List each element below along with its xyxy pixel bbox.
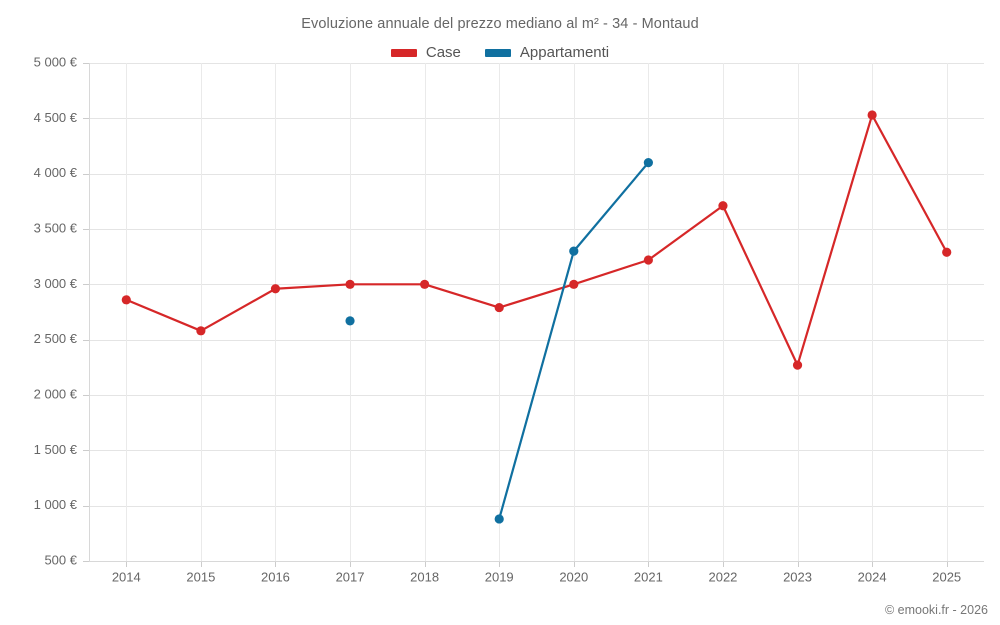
data-point-appartamenti-2021[interactable]: 2021 — Appartamenti: 4100 € [643, 158, 653, 168]
y-axis-tick-label: 4 000 € [34, 165, 78, 180]
y-axis-tick-label: 1 000 € [34, 497, 78, 512]
x-axis-tick-label: 2017 [336, 570, 365, 585]
x-axis-tick-label: 2019 [485, 570, 514, 585]
legend-item-appartamenti[interactable]: Appartamenti [484, 44, 610, 61]
data-point-case-2016[interactable]: 2016 — Case: 2960 € [270, 284, 281, 294]
data-point-case-2023[interactable]: 2023 — Case: 2270 € [792, 360, 803, 370]
legend-swatch-case [390, 48, 417, 57]
data-point-case-2024[interactable]: 2024 — Case: 4530 € [867, 110, 877, 120]
y-axis-tick-label: 3 000 € [34, 276, 78, 291]
x-axis-tick-label: 2020 [559, 570, 588, 585]
y-axis-tick-label: 1 500 € [34, 442, 78, 457]
legend-label-appartamenti: Appartamenti [519, 44, 610, 61]
data-point-case-2025[interactable]: 2025 — Case: 3290 € [942, 247, 952, 257]
data-point-appartamenti-2019[interactable]: 2019 — Appartamenti: 880 € [494, 514, 504, 524]
copyright-credit: © emooki.fr - 2026 [884, 603, 988, 617]
y-axis-tick-label: 500 € [44, 552, 77, 567]
x-axis-tick-label: 2018 [410, 570, 439, 585]
y-axis-tick-label: 3 500 € [34, 220, 78, 235]
chart-legend: Case Appartamenti [0, 44, 1000, 61]
x-axis-tick-label: 2014 [112, 570, 141, 585]
x-axis-tick-label: 2023 [783, 570, 812, 585]
data-point-case-2014[interactable]: 2014 — Case: 2860 € [121, 295, 131, 305]
y-axis-tick-label: 2 000 € [34, 386, 78, 401]
y-axis-tick-label: 5 000 € [34, 54, 78, 69]
series-line-case [125, 113, 948, 367]
x-axis-tick-label: 2022 [708, 570, 737, 585]
x-axis-tick-label: 2025 [932, 570, 961, 585]
legend-label-case: Case [425, 44, 461, 61]
data-point-appartamenti-2020[interactable]: 2020 — Appartamenti: 3300 € [569, 246, 579, 256]
data-point-appartamenti-2017[interactable]: 2017 — Appartamenti: 2670 € [345, 316, 355, 326]
x-axis-tick-label: 2016 [261, 570, 290, 585]
legend-item-case[interactable]: Case [390, 44, 461, 61]
y-axis-tick-label: 2 500 € [34, 331, 78, 346]
data-point-case-2015[interactable]: 2015 — Case: 2580 € [196, 326, 206, 336]
chart-title: Evoluzione annuale del prezzo mediano al… [301, 16, 699, 32]
data-point-case-2021[interactable]: 2021 — Case: 3220 € [643, 255, 653, 265]
y-axis-tick-label: 4 500 € [34, 110, 78, 125]
data-point-case-2022[interactable]: 2022 — Case: 3710 € [718, 201, 728, 211]
legend-swatch-appartamenti [484, 48, 511, 57]
x-axis-tick-label: 2021 [634, 570, 663, 585]
data-point-case-2019[interactable]: 2019 — Case: 2790 € [494, 302, 504, 313]
x-axis-tick-label: 2024 [858, 570, 887, 585]
x-axis-tick-label: 2015 [186, 570, 215, 585]
